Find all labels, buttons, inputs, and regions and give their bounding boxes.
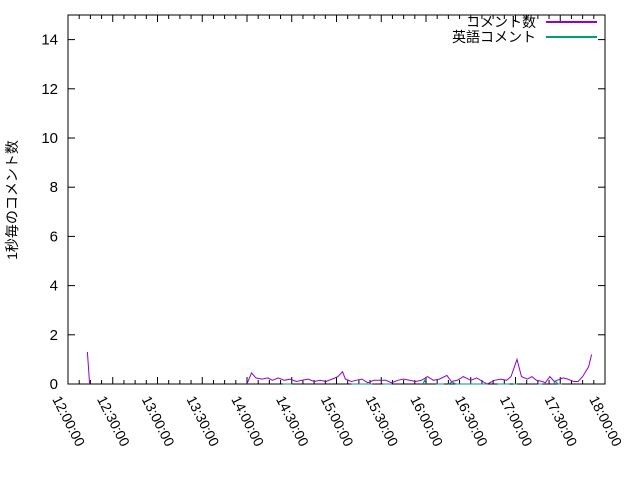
x-tick-label: 16:00:00 [407, 393, 446, 449]
x-tick-label: 17:30:00 [542, 393, 581, 449]
y-tick-label: 0 [50, 376, 58, 393]
legend-line-sample-comments [546, 20, 597, 23]
legend: コメント数 英語コメント [452, 13, 597, 45]
y-tick-label: 6 [50, 228, 58, 245]
y-tick-label: 2 [50, 327, 58, 344]
series-line-1 [422, 378, 427, 385]
y-tick-label: 14 [41, 32, 58, 49]
y-tick-label: 8 [50, 179, 58, 196]
x-tick-label: 18:00:00 [586, 393, 625, 449]
y-tick-label: 4 [50, 278, 58, 295]
plot-border [67, 14, 606, 385]
legend-row-comments: コメント数 [452, 13, 597, 30]
x-tick-label: 14:00:00 [228, 393, 267, 449]
x-tick-label: 12:30:00 [94, 393, 133, 449]
x-tick-label: 15:00:00 [318, 393, 357, 449]
x-tick-label: 13:30:00 [184, 393, 223, 449]
series-line-0 [86, 351, 91, 385]
y-tick-label: 10 [41, 130, 58, 147]
x-tick-label: 13:00:00 [139, 393, 178, 449]
series-line-1 [448, 381, 488, 385]
x-tick-label: 16:30:00 [452, 393, 491, 449]
series-line-1 [552, 380, 562, 385]
legend-label-english-comments: 英語コメント [452, 28, 536, 45]
y-tick-label: 12 [41, 81, 58, 98]
x-tick-label: 12:00:00 [49, 393, 88, 449]
x-tick-label: 17:00:00 [497, 393, 536, 449]
legend-row-english-comments: 英語コメント [452, 28, 597, 45]
x-tick-label: 15:30:00 [363, 393, 402, 449]
legend-label-comments: コメント数 [466, 13, 536, 30]
x-tick-label: 14:30:00 [273, 393, 312, 449]
series-line-0 [246, 354, 593, 385]
y-axis-title: 1秒毎のコメント数 [4, 140, 20, 260]
legend-line-sample-english-comments [546, 35, 597, 38]
